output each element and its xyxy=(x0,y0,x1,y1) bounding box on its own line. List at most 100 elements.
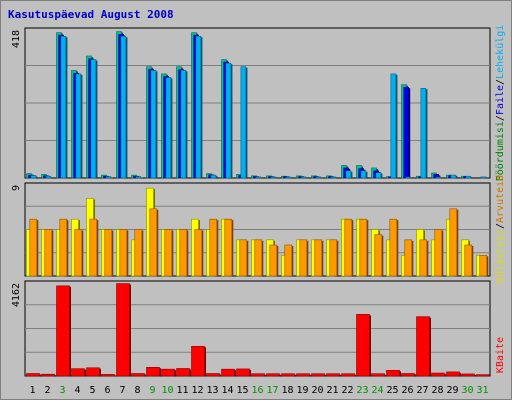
bar-middle-2 xyxy=(104,229,113,277)
legend-middle-part: Külastusi xyxy=(495,229,506,283)
bar-middle-2 xyxy=(119,229,128,277)
legend-top-part: Lehekülgi xyxy=(495,25,506,79)
x-tick-label: 9 xyxy=(149,385,155,396)
bar-top-3 xyxy=(360,170,367,179)
bar-middle-2 xyxy=(374,234,383,277)
bar-middle-2 xyxy=(284,244,293,277)
bar-top-3 xyxy=(285,176,292,179)
x-tick-label: 28 xyxy=(431,385,443,396)
bar-bottom-1 xyxy=(266,373,280,377)
bar-top-3 xyxy=(270,176,277,179)
x-tick-label: 25 xyxy=(386,385,398,396)
x-tick-label: 11 xyxy=(176,385,188,396)
x-tick-label: 13 xyxy=(206,385,218,396)
bar-bottom-1 xyxy=(416,316,430,377)
x-tick-label: 23 xyxy=(356,385,368,396)
bar-middle-2 xyxy=(239,239,248,277)
bar-top-3 xyxy=(30,175,37,179)
bar-bottom-1 xyxy=(41,373,55,377)
bar-middle-2 xyxy=(389,218,398,277)
bar-middle-2 xyxy=(164,229,173,277)
bar-top-3 xyxy=(45,175,52,179)
bar-bottom-1 xyxy=(356,314,370,377)
x-tick-label: 3 xyxy=(59,385,65,396)
bar-bottom-1 xyxy=(326,373,340,377)
legend-bottom: KBaite xyxy=(495,337,506,373)
legend-bottom-part: KBaite xyxy=(495,337,506,373)
legend-top-part: / xyxy=(495,79,506,85)
y-max-label: 9 xyxy=(11,185,22,191)
x-tick-label: 24 xyxy=(371,385,383,396)
bar-middle-2 xyxy=(449,208,458,277)
bar-middle-2 xyxy=(299,239,308,277)
bar-middle-2 xyxy=(329,239,338,277)
y-max-label: 418 xyxy=(11,30,22,48)
bar-top-3 xyxy=(450,174,457,179)
x-tick-label: 10 xyxy=(161,385,173,396)
bar-top-3 xyxy=(240,66,247,179)
bar-bottom-1 xyxy=(341,373,355,377)
chart-title: Kasutuspäevad August 2008 xyxy=(8,8,174,21)
bar-middle-2 xyxy=(269,244,278,277)
bar-top-3 xyxy=(480,176,487,179)
bar-bottom-1 xyxy=(131,373,145,377)
bar-top-3 xyxy=(315,176,322,179)
legend-top-part: Faile xyxy=(495,85,506,115)
x-tick-label: 14 xyxy=(221,385,233,396)
bar-bottom-1 xyxy=(431,372,445,377)
bar-bottom-1 xyxy=(71,368,85,377)
bar-bottom-1 xyxy=(461,373,475,377)
x-tick-label: 4 xyxy=(74,385,80,396)
bar-bottom-1 xyxy=(56,285,70,377)
bar-top-3 xyxy=(330,176,337,179)
x-tick-label: 27 xyxy=(416,385,428,396)
bar-top-3 xyxy=(135,176,142,179)
x-tick-label: 19 xyxy=(296,385,308,396)
bar-middle-2 xyxy=(89,218,98,277)
bar-bottom-1 xyxy=(281,373,295,377)
bar-middle-2 xyxy=(59,218,68,277)
bar-top-3 xyxy=(300,176,307,179)
bar-middle-2 xyxy=(359,218,368,277)
bar-bottom-1 xyxy=(221,368,235,377)
bar-top-3 xyxy=(120,35,127,179)
bar-bottom-1 xyxy=(386,369,400,377)
bar-middle-2 xyxy=(194,229,203,277)
bar-middle-2 xyxy=(74,229,83,277)
bar-top-3 xyxy=(75,73,82,179)
x-tick-label: 16 xyxy=(251,385,263,396)
bar-bottom-1 xyxy=(146,367,160,377)
bar-bottom-1 xyxy=(296,373,310,377)
x-tick-label: 15 xyxy=(236,385,248,396)
bar-top-3 xyxy=(165,77,172,179)
x-tick-label: 1 xyxy=(29,385,35,396)
bar-top-3 xyxy=(345,170,352,179)
bar-middle-2 xyxy=(434,229,443,277)
bar-top-3 xyxy=(90,59,97,179)
bar-middle-2 xyxy=(134,229,143,277)
bar-top-3 xyxy=(390,73,397,179)
x-tick-label: 7 xyxy=(119,385,125,396)
legend-top: Pöördumisi/Faile/Lehekülgi xyxy=(495,25,506,182)
bar-bottom-1 xyxy=(236,368,250,377)
bar-middle-2 xyxy=(254,239,263,277)
bar-bottom-1 xyxy=(191,346,205,377)
bar-top-3 xyxy=(375,172,382,179)
bar-top-3 xyxy=(180,70,187,179)
bar-top-3 xyxy=(405,176,412,179)
bar-top-3 xyxy=(150,70,157,179)
bar-middle-2 xyxy=(314,239,323,277)
legend-middle-part: / xyxy=(495,223,506,229)
bar-bottom-1 xyxy=(446,371,460,377)
x-tick-label: 21 xyxy=(326,385,338,396)
x-tick-label: 18 xyxy=(281,385,293,396)
bar-bottom-1 xyxy=(86,367,100,377)
bar-bottom-1 xyxy=(101,374,115,377)
bar-middle-2 xyxy=(479,255,488,277)
bar-top-3 xyxy=(195,35,202,179)
bar-bottom-1 xyxy=(161,368,175,377)
bar-middle-2 xyxy=(44,229,53,277)
bar-top-3 xyxy=(225,62,232,179)
x-tick-label: 6 xyxy=(104,385,110,396)
x-tick-label: 29 xyxy=(446,385,458,396)
